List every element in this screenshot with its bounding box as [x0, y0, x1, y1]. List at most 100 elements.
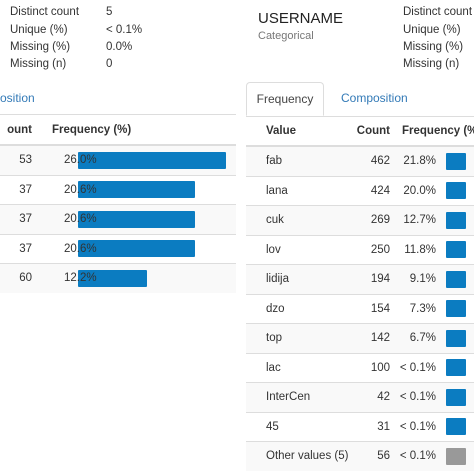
frequency-bar — [78, 151, 226, 169]
frequency-bar — [446, 270, 466, 288]
percent-cell: 26.0% — [32, 144, 97, 175]
table-row: 37 20.6% — [0, 204, 236, 234]
count-cell: 53 — [0, 144, 32, 175]
percent-cell: 6.7% — [390, 323, 446, 353]
count-cell: 42 — [356, 382, 390, 412]
frequency-bar — [446, 182, 466, 200]
percent-cell: < 0.1% — [390, 352, 446, 383]
table-row: 60 12.2% — [0, 263, 236, 293]
count-cell: 194 — [356, 264, 390, 294]
percent-cell: 11.8% — [390, 234, 446, 265]
table-row: 37 20.6% — [0, 233, 236, 264]
bar-cell — [446, 175, 474, 206]
tab-frequency[interactable]: Frequency — [246, 82, 324, 116]
value-cell: lidija — [246, 264, 356, 294]
stat-label: Unique (%) — [10, 24, 68, 36]
frequency-bar — [446, 388, 466, 406]
percent-cell: 21.8% — [390, 145, 446, 176]
percent-cell: < 0.1% — [390, 382, 446, 412]
percent-cell: 9.1% — [390, 264, 446, 294]
table-header-row: Value Count Frequency (% — [246, 117, 474, 147]
stat-label: Missing (%) — [403, 41, 464, 53]
count-cell: 424 — [356, 175, 390, 206]
percent-cell: < 0.1% — [390, 411, 446, 442]
table-row: top 142 6.7% — [246, 323, 474, 353]
tab-composition-left[interactable]: osition — [0, 91, 35, 105]
value-cell: 45 — [246, 411, 356, 442]
bar-cell — [78, 174, 236, 205]
percent-cell: 7.3% — [390, 293, 446, 324]
value-header: Value — [246, 117, 356, 147]
value-cell: cuk — [246, 205, 356, 235]
other-values-bar — [446, 447, 466, 465]
stat-label: Distinct count — [10, 6, 80, 18]
count-cell: 142 — [356, 323, 390, 353]
stat-label: Missing (n) — [10, 58, 67, 70]
count-cell: 56 — [356, 441, 390, 471]
percent-cell: 20.0% — [390, 175, 446, 206]
count-cell: 154 — [356, 293, 390, 324]
bar-cell — [446, 441, 474, 471]
stat-label: Missing (%) — [10, 41, 71, 53]
percent-cell: 12.7% — [390, 205, 446, 235]
value-cell: top — [246, 323, 356, 353]
percent-cell: 20.6% — [32, 233, 97, 264]
bar-cell — [446, 234, 474, 265]
bar-cell — [78, 204, 236, 234]
stat-value: 0 — [106, 58, 113, 70]
frequency-bar — [446, 329, 466, 347]
stat-value: 0.0% — [106, 41, 133, 53]
stat-label: Distinct count — [403, 6, 473, 18]
value-cell: dzo — [246, 293, 356, 324]
stat-label: Missing (n) — [403, 58, 460, 70]
percent-cell: 12.2% — [32, 263, 97, 293]
table-row: lana 424 20.0% — [246, 175, 474, 206]
percent-cell: 20.6% — [32, 204, 97, 234]
table-row: 45 31 < 0.1% — [246, 411, 474, 442]
value-cell: lov — [246, 234, 356, 265]
count-cell: 37 — [0, 233, 32, 264]
frequency-bar — [78, 181, 195, 199]
bar-cell — [78, 263, 236, 293]
right-frequency-table: Value Count Frequency (% fab 462 21.8% lana… — [246, 117, 474, 471]
bar-cell — [446, 382, 474, 412]
count-header: Count — [356, 117, 390, 147]
frequency-bar — [78, 269, 147, 287]
frequency-header: Frequency (% — [390, 117, 474, 147]
count-cell: 60 — [0, 263, 32, 293]
table-row: 53 26.0% — [0, 144, 236, 175]
count-cell: 250 — [356, 234, 390, 265]
count-cell: 462 — [356, 145, 390, 176]
bar-cell — [446, 352, 474, 383]
bar-cell — [78, 233, 236, 264]
table-header-row: ount Frequency (%) — [0, 116, 236, 146]
stat-value: < 0.1% — [106, 24, 143, 36]
frequency-bar — [446, 211, 466, 229]
percent-cell: < 0.1% — [390, 441, 446, 471]
tab-composition[interactable]: Composition — [341, 91, 408, 105]
right-tab-bar: Frequency Composition — [246, 82, 474, 117]
frequency-bar — [446, 418, 466, 436]
count-cell: 269 — [356, 205, 390, 235]
table-row: 37 20.6% — [0, 174, 236, 205]
frequency-bar — [446, 300, 466, 318]
stat-value: 5 — [106, 6, 113, 18]
variable-type: Categorical — [258, 30, 314, 42]
table-row: lidija 194 9.1% — [246, 264, 474, 294]
count-header: ount — [0, 116, 32, 146]
count-cell: 37 — [0, 174, 32, 205]
bar-cell — [446, 411, 474, 442]
frequency-bar — [446, 359, 466, 377]
value-cell: lana — [246, 175, 356, 206]
value-cell: lac — [246, 352, 356, 383]
bar-cell — [446, 323, 474, 353]
table-row: fab 462 21.8% — [246, 145, 474, 176]
left-frequency-table: ount Frequency (%) 53 26.0% 37 20.6% 37 20.6%… — [0, 116, 236, 293]
value-cell: fab — [246, 145, 356, 176]
table-row: lac 100 < 0.1% — [246, 352, 474, 383]
value-cell: InterCen — [246, 382, 356, 412]
table-row: dzo 154 7.3% — [246, 293, 474, 324]
frequency-bar — [446, 152, 466, 170]
percent-cell: 20.6% — [32, 174, 97, 205]
value-cell: Other values (5) — [246, 441, 356, 471]
